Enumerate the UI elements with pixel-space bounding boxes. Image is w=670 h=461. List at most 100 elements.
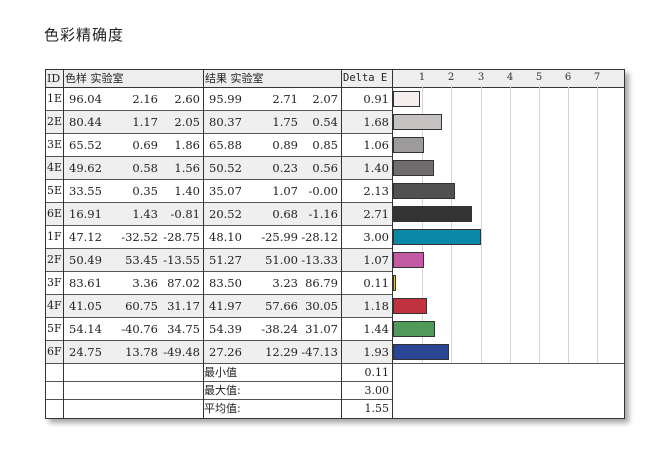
- result-b: -1.16: [308, 207, 339, 221]
- result-a: -38.24: [261, 322, 298, 336]
- sample-l: 33.55: [69, 184, 102, 198]
- column-divider: [203, 70, 204, 418]
- table-row: 3E 65.52 0.69 1.86 65.88 0.89 0.85 1.06: [46, 134, 392, 157]
- row-id: 3E: [47, 138, 63, 151]
- row-id: 5F: [47, 322, 62, 335]
- sample-b: 34.75: [167, 322, 200, 336]
- summary-label: 平均值:: [204, 402, 241, 415]
- sample-a: 0.35: [132, 184, 158, 198]
- table-header: ID 色样 实验室 结果 实验室 Delta E: [46, 70, 624, 88]
- sample-a: 2.16: [132, 92, 158, 106]
- column-divider: [341, 70, 342, 418]
- row-id: 5E: [47, 184, 63, 197]
- result-l: 20.52: [209, 207, 242, 221]
- x-tick-label: 1: [418, 72, 426, 83]
- sample-l: 83.61: [69, 276, 102, 290]
- chart-baseline: [393, 363, 624, 364]
- summary-value: 1.55: [364, 402, 390, 415]
- header-delta-e: Delta E: [343, 72, 388, 84]
- delta-e-value: 1.44: [363, 322, 389, 336]
- summary-label: 最小值: [204, 366, 237, 379]
- bar-4f: [393, 298, 427, 314]
- table-row: 5E 33.55 0.35 1.40 35.07 1.07 -0.00 2.13: [46, 180, 392, 203]
- result-a: 0.68: [272, 207, 298, 221]
- sample-l: 47.12: [69, 230, 102, 244]
- result-l: 27.26: [209, 345, 242, 359]
- sample-l: 96.04: [69, 92, 102, 106]
- table-row: 6F 24.75 13.78 -49.48 27.26 12.29 -47.13 1.93: [46, 341, 392, 364]
- result-b: 2.07: [312, 92, 338, 106]
- table-row: 1E 96.04 2.16 2.60 95.99 2.71 2.07 0.91: [46, 88, 392, 111]
- sample-b: 31.17: [167, 299, 200, 313]
- bar-6e: [393, 206, 472, 222]
- sample-a: 1.17: [132, 115, 158, 129]
- summary-value: 3.00: [364, 384, 390, 397]
- result-l: 95.99: [209, 92, 242, 106]
- result-a: 2.71: [272, 92, 298, 106]
- sample-a: 3.36: [132, 276, 158, 290]
- summary-label: 最大值:: [204, 384, 241, 397]
- bar-1f: [393, 229, 481, 245]
- delta-e-value: 3.00: [363, 230, 389, 244]
- delta-e-value: 1.40: [363, 161, 389, 175]
- result-a: 51.00: [265, 253, 298, 267]
- column-divider: [392, 70, 393, 418]
- sample-b: 2.60: [174, 92, 200, 106]
- column-divider: [63, 70, 64, 418]
- result-b: -28.12: [301, 230, 338, 244]
- result-b: -47.13: [301, 345, 338, 359]
- delta-e-value: 2.71: [363, 207, 389, 221]
- delta-e-value: 1.06: [363, 138, 389, 152]
- bar-2f: [393, 252, 424, 268]
- gridline: [597, 87, 598, 363]
- x-tick-label: 6: [564, 72, 572, 83]
- sample-a: 1.43: [132, 207, 158, 221]
- sample-a: 13.78: [125, 345, 158, 359]
- table-row: 2F 50.49 53.45 -13.55 51.27 51.00 -13.33 1.07: [46, 249, 392, 272]
- sample-l: 50.49: [69, 253, 102, 267]
- result-a: 1.07: [272, 184, 298, 198]
- result-b: 0.54: [312, 115, 338, 129]
- sample-l: 54.14: [69, 322, 102, 336]
- table-row: 2E 80.44 1.17 2.05 80.37 1.75 0.54 1.68: [46, 111, 392, 134]
- row-id: 4E: [47, 161, 63, 174]
- x-tick-label: 7: [593, 72, 601, 83]
- row-id: 4F: [47, 299, 62, 312]
- row-id: 2E: [47, 115, 63, 128]
- sample-a: 0.58: [132, 161, 158, 175]
- result-l: 41.97: [209, 299, 242, 313]
- delta-e-value: 1.68: [363, 115, 389, 129]
- sample-b: 2.05: [174, 115, 200, 129]
- x-tick-label: 5: [535, 72, 543, 83]
- x-tick-label: 3: [477, 72, 485, 83]
- table-row: 6E 16.91 1.43 -0.81 20.52 0.68 -1.16 2.71: [46, 203, 392, 226]
- result-a: -25.99: [261, 230, 298, 244]
- result-b: -13.33: [301, 253, 338, 267]
- header-result-lab: 结果 实验室: [205, 72, 264, 85]
- delta-e-value: 1.93: [363, 345, 389, 359]
- result-a: 12.29: [265, 345, 298, 359]
- summary-row: 平均值: 1.55: [46, 400, 392, 418]
- sample-l: 65.52: [69, 138, 102, 152]
- bar-5e: [393, 183, 455, 199]
- sample-b: 1.86: [174, 138, 200, 152]
- row-id: 6F: [47, 345, 62, 358]
- gridline: [539, 87, 540, 363]
- page-title: 色彩精确度: [44, 26, 125, 44]
- summary-row: 最小值 0.11: [46, 364, 392, 382]
- sample-b: 1.56: [174, 161, 200, 175]
- table-row: 4E 49.62 0.58 1.56 50.52 0.23 0.56 1.40: [46, 157, 392, 180]
- result-a: 0.23: [272, 161, 298, 175]
- delta-e-value: 1.07: [363, 253, 389, 267]
- gridline: [510, 87, 511, 363]
- gridline: [451, 87, 452, 363]
- result-b: 86.79: [305, 276, 338, 290]
- result-a: 1.75: [272, 115, 298, 129]
- result-l: 54.39: [209, 322, 242, 336]
- result-l: 65.88: [209, 138, 242, 152]
- bar-5f: [393, 321, 435, 337]
- result-b: 30.05: [305, 299, 338, 313]
- table-row: 5F 54.14 -40.76 34.75 54.39 -38.24 31.07 1.44: [46, 318, 392, 341]
- result-l: 51.27: [209, 253, 242, 267]
- summary-row: 最大值: 3.00: [46, 382, 392, 400]
